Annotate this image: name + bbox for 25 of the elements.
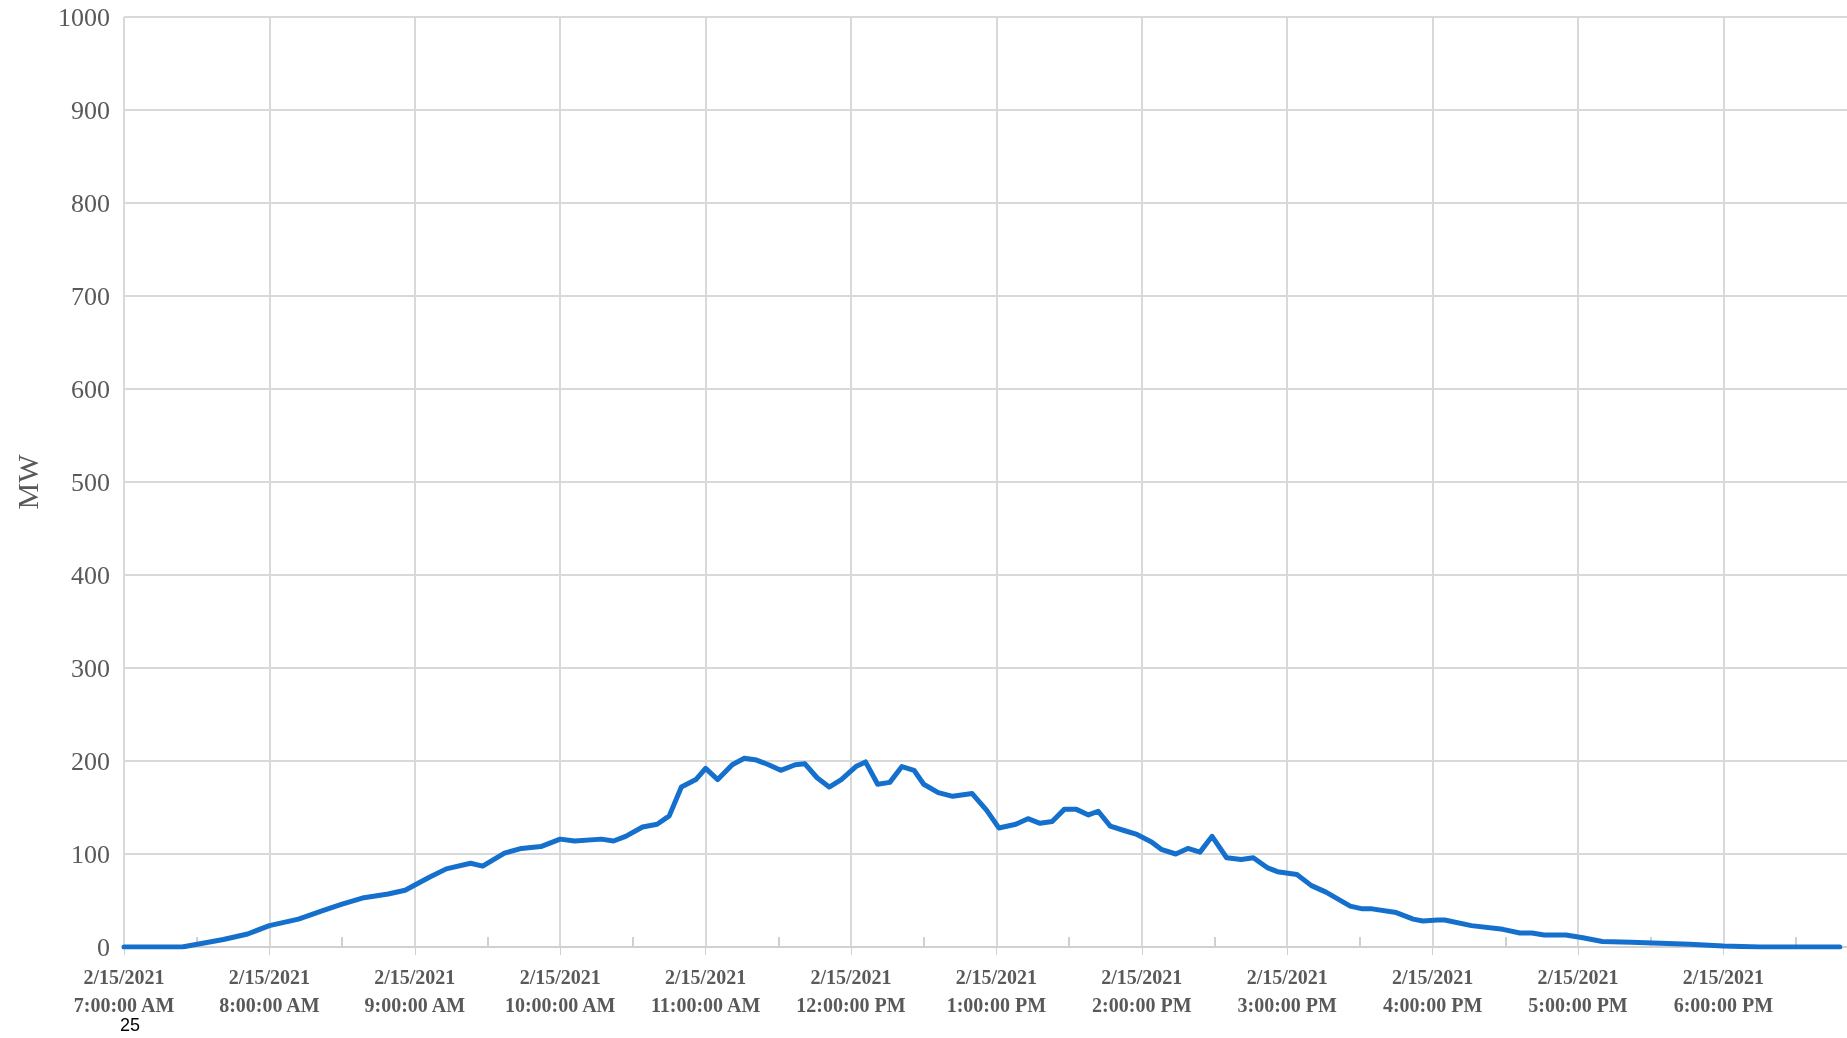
- y-tick-label: 700: [71, 281, 110, 311]
- x-tick-label: 2/15/2021 9:00:00 AM: [364, 966, 466, 1016]
- y-tick-label: 100: [71, 839, 110, 869]
- x-tick-label: 2/15/2021 10:00:00 AM: [504, 966, 616, 1016]
- y-tick-label: 900: [71, 95, 110, 125]
- x-tick-label: 2/15/2021 3:00:00 PM: [1237, 966, 1338, 1016]
- y-axis-title: MW: [10, 453, 44, 510]
- text: 25: [120, 1015, 141, 1035]
- y-tick-label: 600: [71, 374, 110, 404]
- y-tick-label: 0: [97, 932, 110, 962]
- x-tick-label: 2/15/2021 5:00:00 PM: [1528, 966, 1628, 1016]
- y-tick-label: 1000: [58, 2, 110, 32]
- y-tick-label: 300: [71, 653, 110, 683]
- x-tick-label: 2/15/2021 11:00:00 AM: [650, 966, 761, 1016]
- x-tick-label: 2/15/2021 6:00:00 PM: [1673, 966, 1774, 1016]
- y-tick-label: 500: [71, 467, 110, 497]
- x-tick-label: 2/15/2021 1:00:00 PM: [946, 966, 1047, 1016]
- y-tick-label: 200: [71, 746, 110, 776]
- x-tick-label: 2/15/2021 4:00:00 PM: [1382, 966, 1483, 1016]
- y-tick-label: 400: [71, 560, 110, 590]
- x-tick-label: 2/15/2021 8:00:00 AM: [219, 966, 320, 1016]
- x-tick-label: 2/15/2021 12:00:00 PM: [796, 966, 906, 1016]
- x-tick-label: 2/15/2021 2:00:00 PM: [1092, 966, 1192, 1016]
- x-tick-label: 2/15/2021 7:00:00 AM: [73, 966, 175, 1016]
- y-tick-label: 800: [71, 188, 110, 218]
